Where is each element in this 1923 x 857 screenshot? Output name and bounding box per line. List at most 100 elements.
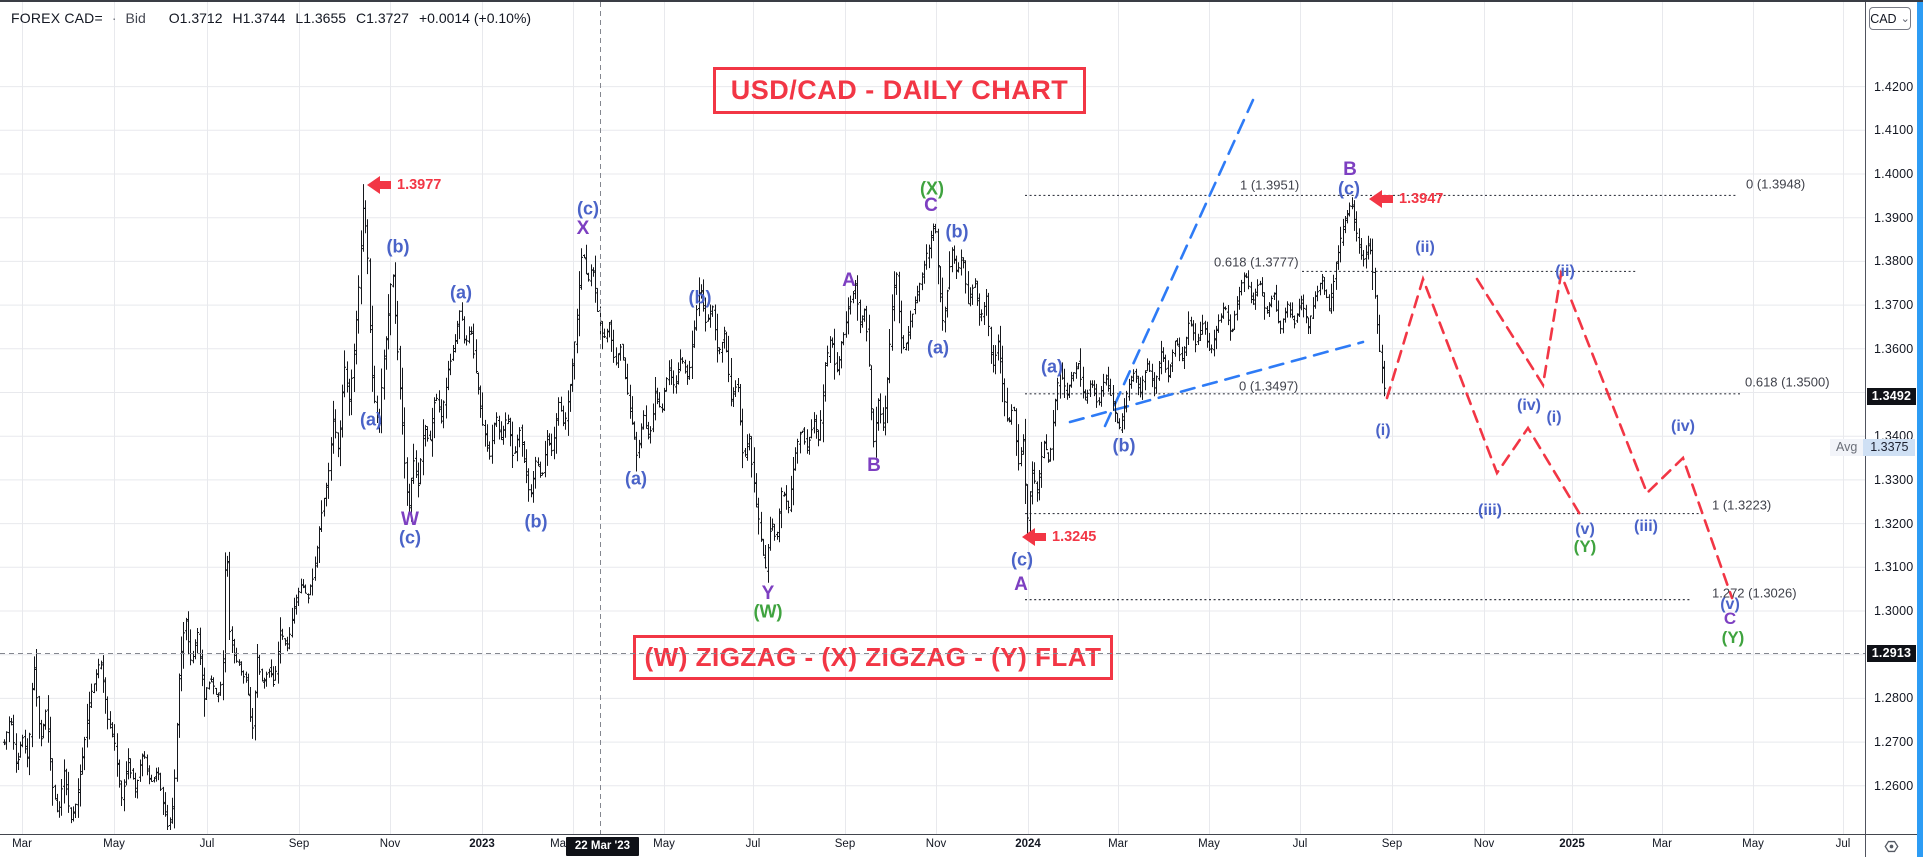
wave-label[interactable]: (b) — [945, 221, 969, 242]
chevron-down-icon: ⌄ — [1900, 12, 1910, 25]
wave-label[interactable]: (ii) — [1415, 239, 1435, 256]
side-panel-strip — [1917, 2, 1923, 857]
wave-label[interactable]: (a) — [625, 468, 647, 489]
price-tick-label: 1.4100 — [1874, 123, 1914, 138]
chart-title-text: USD/CAD - DAILY CHART — [730, 75, 1069, 105]
price-arrow-annotation[interactable]: 1.3947 — [1369, 190, 1443, 208]
change-value: +0.0014 (+0.10%) — [418, 10, 532, 26]
wave-label[interactable]: (b) — [688, 287, 712, 308]
arrow-price-text: 1.3947 — [1399, 191, 1444, 207]
wave-label[interactable]: (a) — [927, 337, 949, 358]
wave-label[interactable]: C — [1723, 609, 1737, 628]
wave-label[interactable]: (v) — [1575, 521, 1595, 538]
arrow-price-text: 1.3977 — [397, 177, 442, 193]
price-tick-label: 1.4000 — [1874, 167, 1914, 181]
currency-dropdown-button[interactable]: CAD ⌄ — [1869, 7, 1911, 30]
wave-label[interactable]: X — [576, 218, 590, 239]
legend-separator: · — [111, 10, 117, 26]
price-axis[interactable]: CAD ⌄ 1.3492 1.2913 1.4200 1.4100 1.4000 1.… — [1865, 2, 1917, 834]
ohlc-values: O1.3712 H1.3744 L1.3655 C1.3727 +0.0014 … — [169, 10, 531, 26]
fib-level-label: 0 (1.3948) — [1746, 176, 1806, 192]
time-tick-label: Mar — [550, 838, 570, 850]
feed-label: Bid — [125, 10, 146, 26]
arrow-price-text: 1.3245 — [1052, 529, 1097, 545]
close-value: C1.3727 — [356, 10, 409, 26]
wave-label[interactable]: (b) — [386, 236, 410, 257]
left-arrow-icon — [1022, 528, 1035, 546]
wave-label[interactable]: A — [1014, 574, 1028, 595]
time-tick-label: May — [1742, 838, 1764, 850]
fib-level-label: 0.618 (1.3777) — [1214, 254, 1299, 270]
price-bars — [3, 184, 1386, 830]
time-tick-label: Mar — [12, 838, 32, 850]
time-tick-label: Jul — [1292, 838, 1308, 850]
left-arrow-icon — [1369, 190, 1382, 208]
time-tick-label: 2023 — [469, 838, 495, 850]
arrow-tail — [1035, 533, 1046, 541]
time-axis[interactable]: 22 Mar '23 Mar May Jul Sep Nov 2023 Mar May Jul S… — [0, 834, 1865, 857]
avg-label: Avg — [1830, 439, 1864, 456]
time-tick-label: Jul — [199, 838, 215, 850]
time-tick-label: Mar — [1108, 838, 1128, 850]
wave-label[interactable]: A — [842, 270, 856, 291]
wave-label[interactable]: C — [924, 195, 938, 216]
wave-label[interactable]: (v) — [1720, 596, 1740, 613]
wave-label[interactable]: (c) — [577, 198, 599, 219]
wave-label[interactable]: (b) — [1112, 435, 1136, 456]
wave-label[interactable]: (a) — [450, 282, 472, 303]
wave-label[interactable]: (W) — [753, 601, 783, 622]
price-tick-label: 1.3800 — [1874, 254, 1914, 269]
price-arrow-annotation[interactable]: 1.3245 — [1022, 528, 1096, 546]
axis-corner-cell — [1865, 834, 1917, 857]
crosshair-time-badge: 22 Mar '23 — [566, 837, 639, 856]
price-tick-label: 1.3300 — [1874, 472, 1914, 487]
chart-title-box[interactable]: USD/CAD - DAILY CHART — [713, 67, 1086, 114]
wave-label[interactable]: (Y) — [1721, 628, 1745, 647]
wave-label[interactable]: (iii) — [1634, 518, 1658, 535]
wave-label[interactable]: (a) — [360, 409, 382, 430]
time-tick-label: 2024 — [1015, 838, 1041, 850]
wave-label[interactable]: (c) — [399, 527, 421, 548]
price-arrow-annotation[interactable]: 1.3977 — [367, 176, 441, 194]
wave-label[interactable]: (c) — [1338, 178, 1360, 199]
symbol-legend: FOREX CAD= · Bid O1.3712 H1.3744 L1.3655… — [11, 10, 531, 26]
wave-label[interactable]: (iii) — [1478, 502, 1502, 519]
price-tick-label: 1.3900 — [1874, 210, 1914, 225]
wave-label[interactable]: (iv) — [1671, 418, 1695, 435]
time-tick-label: May — [653, 838, 675, 850]
time-tick-label: Nov — [1473, 838, 1495, 850]
time-tick-label: 2025 — [1559, 838, 1585, 850]
price-tick-label: 1.3600 — [1874, 341, 1914, 356]
price-tick-label: 1.2700 — [1874, 735, 1914, 750]
time-tick-label: Mar — [1652, 838, 1672, 850]
wave-label[interactable]: (Y) — [1573, 537, 1597, 556]
wave-label[interactable]: B — [867, 455, 881, 476]
wave-label[interactable]: (iv) — [1517, 397, 1541, 414]
fib-level-label: 1 (1.3223) — [1712, 497, 1772, 513]
price-tick-label: 1.4200 — [1874, 79, 1914, 94]
wave-label[interactable]: (a) — [1041, 356, 1063, 377]
avg-value: 1.3375 — [1863, 439, 1916, 456]
time-tick-label: Sep — [1381, 838, 1403, 850]
wave-label[interactable]: Y — [761, 583, 775, 604]
wave-label[interactable]: (i) — [1375, 422, 1391, 439]
wave-label[interactable]: (b) — [524, 511, 548, 532]
wave-label[interactable]: (X) — [920, 178, 944, 199]
time-tick-label: May — [103, 838, 125, 850]
time-tick-label: Nov — [925, 838, 947, 850]
wave-label[interactable]: (c) — [1011, 549, 1033, 570]
wave-label[interactable]: B — [1343, 159, 1357, 180]
wave-label[interactable]: (ii) — [1555, 263, 1575, 280]
price-tick-label: 1.3200 — [1874, 516, 1914, 531]
crosshair-price-badge: 1.2913 — [1867, 645, 1916, 662]
symbol-name[interactable]: FOREX CAD= — [11, 10, 103, 26]
wave-label[interactable]: W — [401, 509, 419, 530]
fib-level-label: 1.272 (1.3026) — [1712, 585, 1797, 601]
eye-icon[interactable] — [1884, 839, 1899, 854]
wave-label[interactable]: (i) — [1546, 409, 1562, 426]
price-tick-label: 1.2600 — [1874, 778, 1914, 793]
pattern-annotation-box[interactable]: (W) ZIGZAG - (X) ZIGZAG - (Y) FLAT — [633, 635, 1113, 680]
price-tick-label: 1.2800 — [1874, 691, 1914, 706]
price-tick-label: 1.3000 — [1874, 604, 1914, 618]
